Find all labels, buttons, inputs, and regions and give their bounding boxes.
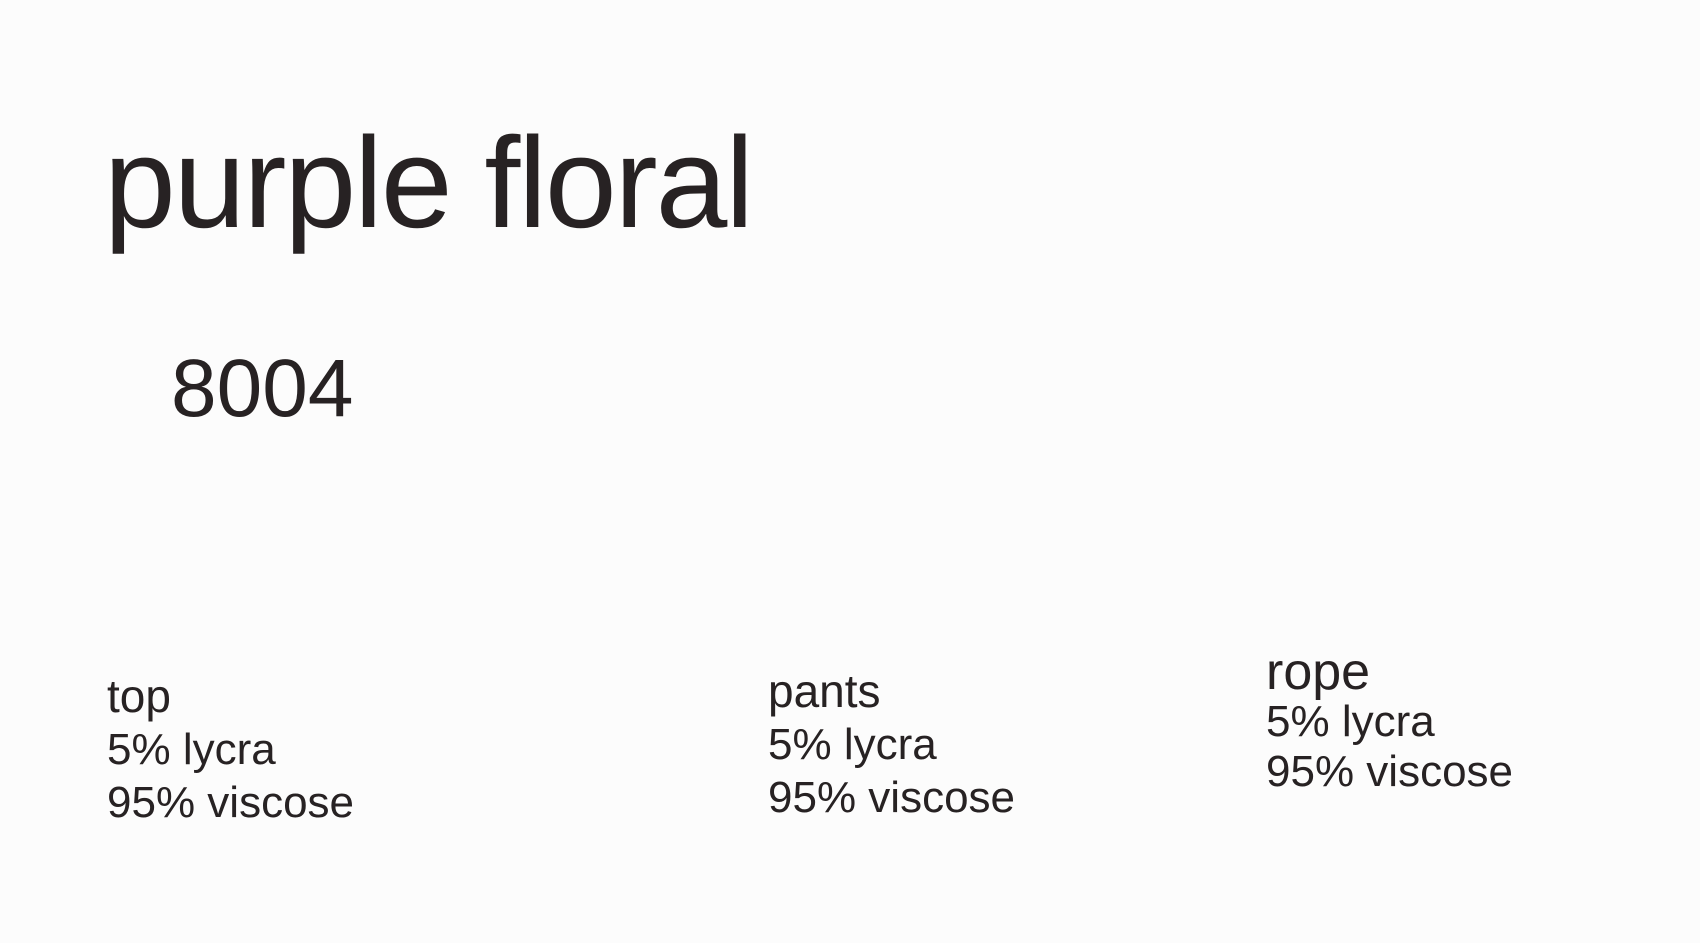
garment-spec-rope: rope 5% lycra 95% viscose bbox=[1266, 643, 1514, 797]
garment-spec-pants: pants 5% lycra 95% viscose bbox=[768, 665, 1015, 824]
fabric-name-title: purple floral bbox=[104, 111, 754, 255]
composition-line: 5% lycra bbox=[768, 720, 937, 769]
composition-line: 95% viscose bbox=[1266, 747, 1514, 796]
garment-name: rope bbox=[1266, 643, 1371, 701]
style-number: 8004 bbox=[171, 343, 354, 434]
garment-name: pants bbox=[768, 665, 881, 717]
composition-line: 95% viscose bbox=[768, 773, 1016, 822]
composition-line: 5% lycra bbox=[1266, 697, 1435, 746]
composition-line: 5% lycra bbox=[107, 725, 276, 774]
garment-name: top bbox=[107, 670, 171, 722]
garment-spec-top: top 5% lycra 95% viscose bbox=[107, 670, 354, 829]
composition-line: 95% viscose bbox=[107, 778, 355, 827]
